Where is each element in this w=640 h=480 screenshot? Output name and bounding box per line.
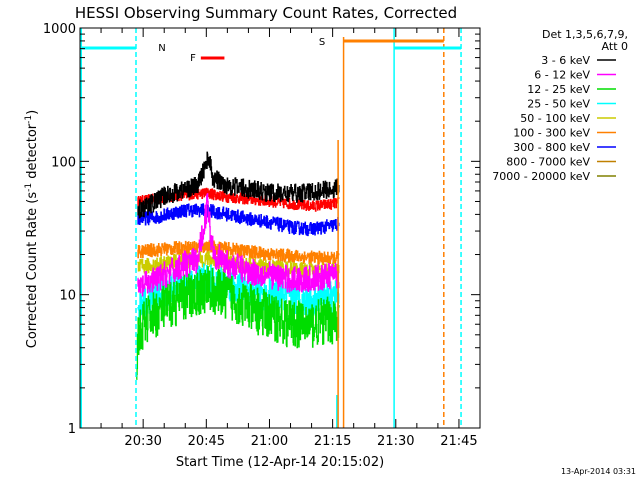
y-tick-label: 10 (59, 289, 76, 304)
legend-header: Det 1,3,5,6,7,9, (542, 28, 628, 41)
y-tick-label: 100 (51, 155, 76, 170)
legend-label: 12 - 25 keV (527, 83, 590, 96)
marker-label-s: S (319, 37, 325, 48)
legend-label: 7000 - 20000 keV (492, 170, 590, 183)
x-tick-label: 21:45 (440, 434, 477, 449)
x-tick-label: 21:00 (251, 434, 288, 449)
chart-title: HESSI Observing Summary Count Rates, Cor… (75, 4, 457, 22)
legend-label: 3 - 6 keV (541, 54, 590, 67)
series-line-red (137, 187, 340, 212)
marker-label-n: N (158, 43, 165, 54)
legend-label: 25 - 50 keV (527, 98, 590, 111)
y-axis-label: Corrected Count Rate (s-1 detector-1) (24, 110, 40, 348)
plot-frame (79, 27, 481, 429)
series-line-6-12-kev (137, 193, 340, 297)
legend: Det 1,3,5,6,7,9,Att 0 3 - 6 keV 6 - 12 keV… (492, 28, 628, 183)
y-tick-label: 1000 (43, 22, 76, 37)
timestamp: 13-Apr-2014 03:31 (561, 467, 636, 476)
legend-label: 800 - 7000 keV (506, 156, 590, 169)
legend-header: Att 0 (602, 40, 628, 53)
series-line-3-6-kev (137, 151, 340, 219)
x-tick-label: 20:45 (188, 434, 225, 449)
legend-label: 50 - 100 keV (520, 112, 590, 125)
legend-label: 100 - 300 keV (513, 127, 590, 140)
svg-text:Corrected Count Rate (s-1 dete: Corrected Count Rate (s-1 detector-1) (24, 110, 40, 348)
x-tick-label: 21:15 (314, 434, 351, 449)
series-line-100-300-kev (137, 240, 340, 267)
x-tick-label: 21:30 (377, 434, 414, 449)
x-tick-label: 20:30 (124, 434, 161, 449)
y-tick-label: 1 (68, 422, 76, 437)
series-line-300-800-kev (137, 203, 340, 237)
x-axis-label: Start Time (12-Apr-14 20:15:02) (176, 455, 384, 470)
legend-label: 6 - 12 keV (534, 69, 590, 82)
marker-label-f: F (190, 53, 196, 64)
legend-label: 300 - 800 keV (513, 141, 590, 154)
series-line-25-50-kev (137, 263, 340, 321)
